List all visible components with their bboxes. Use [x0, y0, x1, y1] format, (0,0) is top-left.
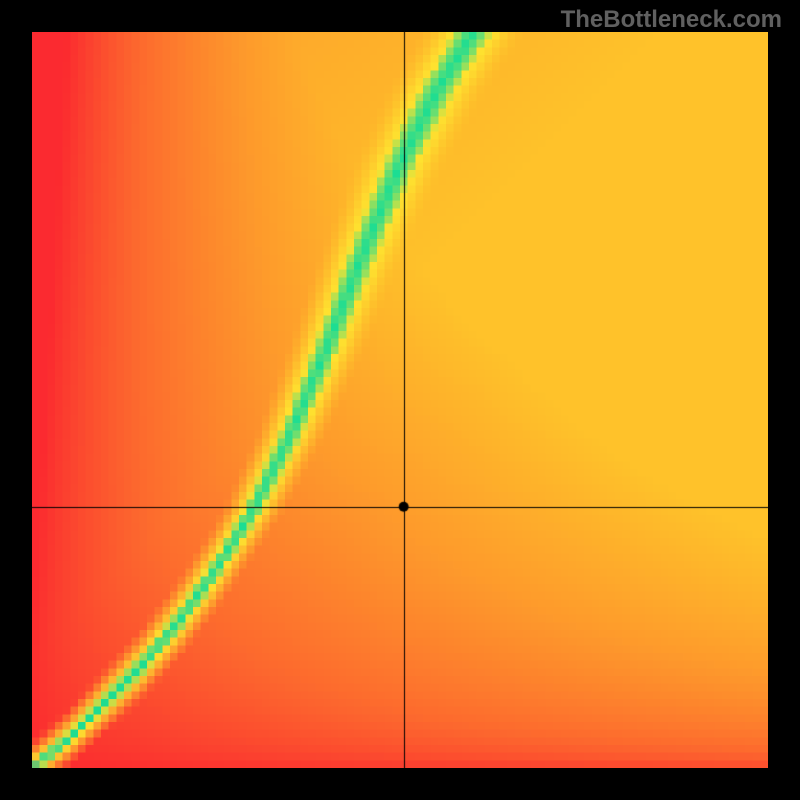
heatmap-overlay: [32, 32, 768, 768]
watermark-label: TheBottleneck.com: [561, 6, 782, 34]
